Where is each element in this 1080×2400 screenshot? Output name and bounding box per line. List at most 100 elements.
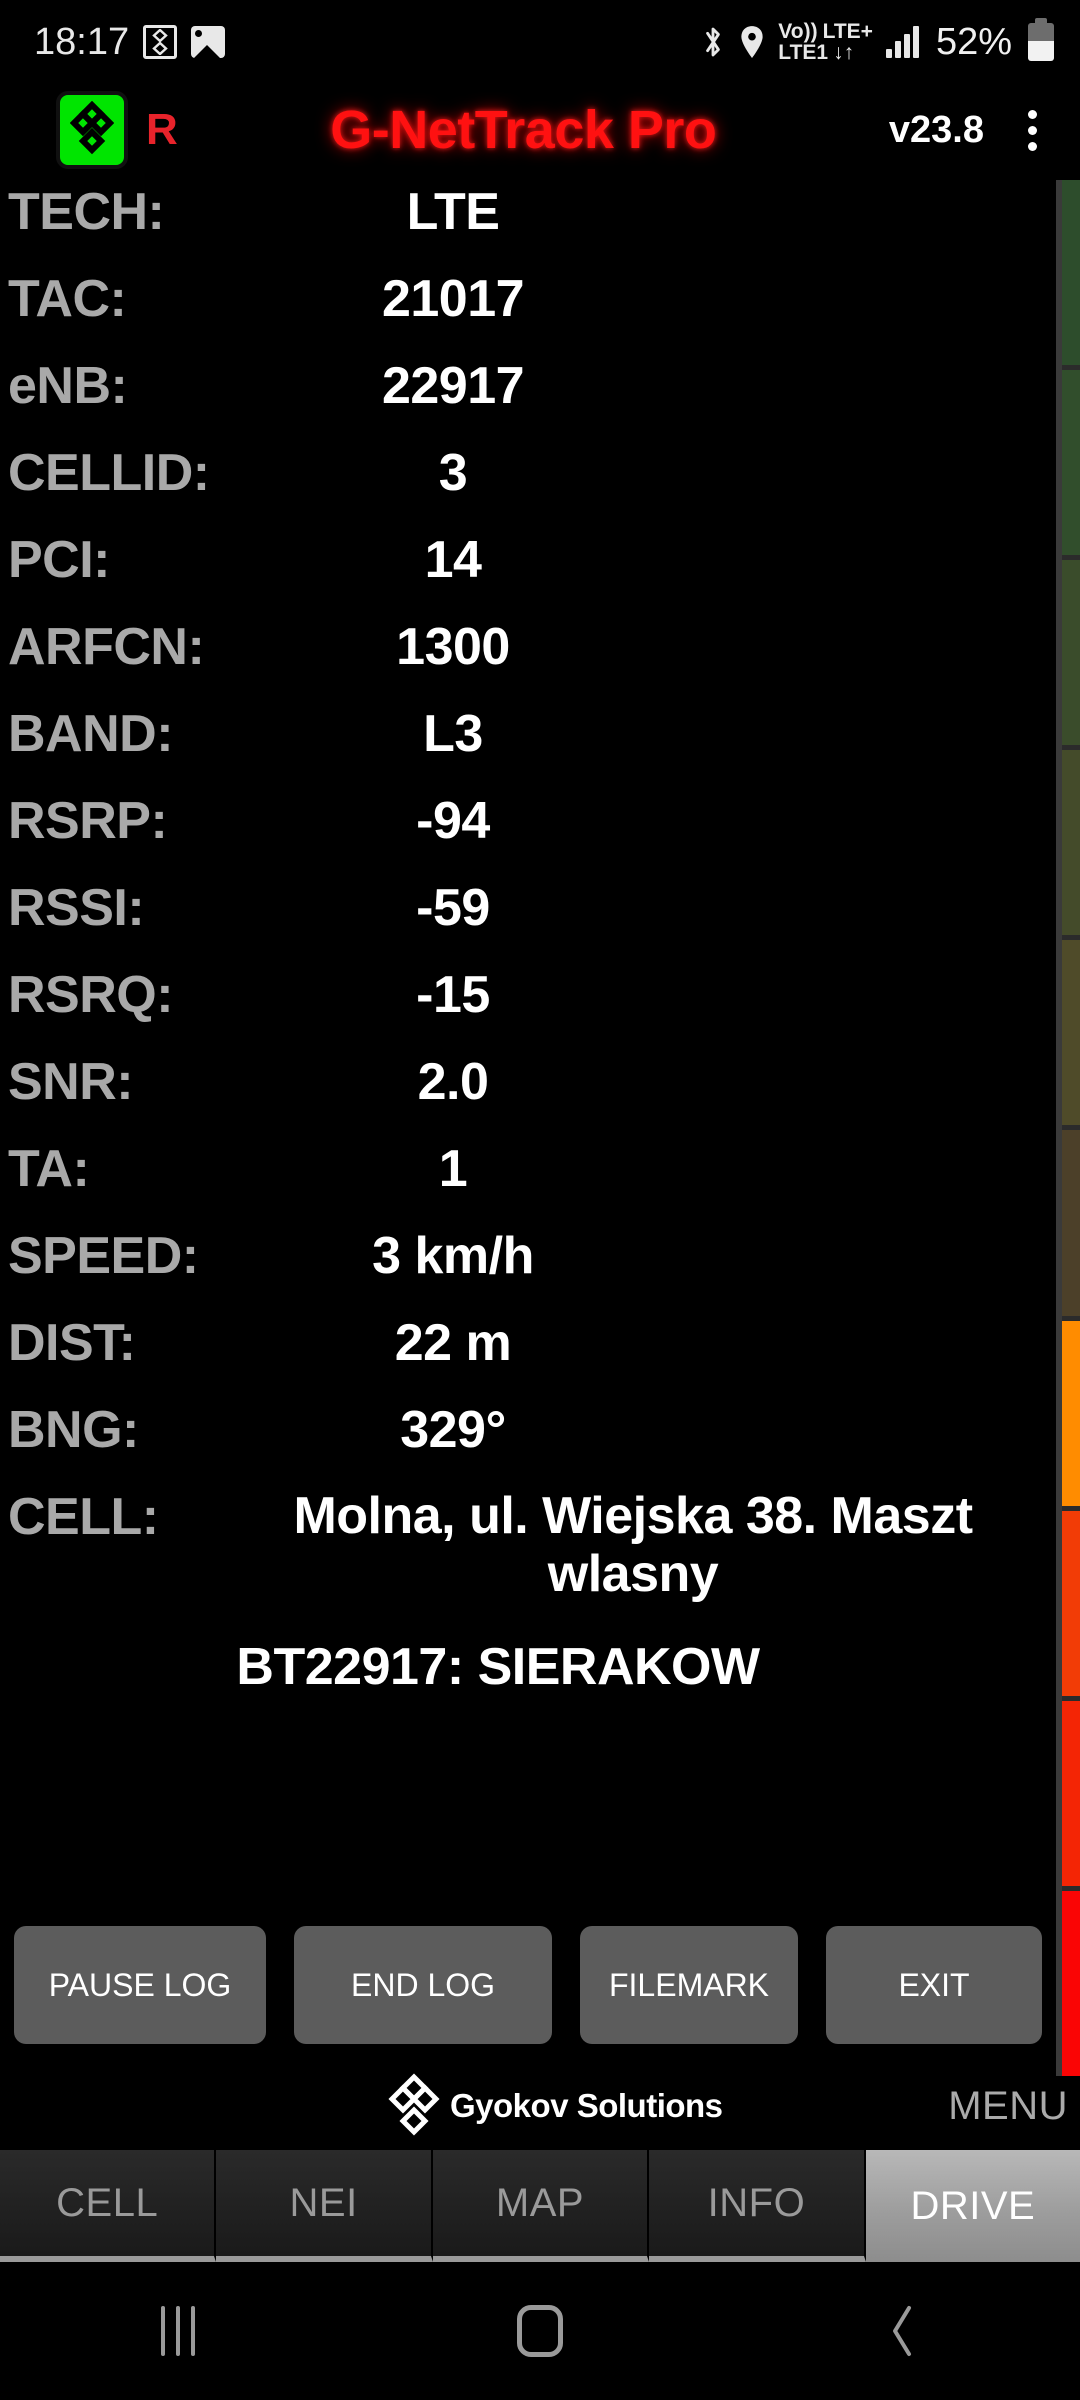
status-clock: 18:17 <box>34 20 130 63</box>
row-value: L3 <box>423 705 483 763</box>
strip-segment <box>1062 1510 1080 1701</box>
back-icon[interactable] <box>885 2305 919 2357</box>
row-value: LTE <box>406 183 500 241</box>
end-log-button[interactable]: END LOG <box>294 1926 552 2044</box>
exit-button[interactable]: EXIT <box>826 1926 1042 2044</box>
gyokov-diamond-logo-icon <box>388 2073 440 2136</box>
table-row: TECH: LTE <box>0 182 1056 269</box>
row-label: SNR: <box>8 1053 134 1111</box>
volte-label: Vo)) <box>778 19 818 43</box>
page-title: G-NetTrack Pro <box>330 100 717 160</box>
row-label: CELL: <box>8 1488 159 1546</box>
tab-map[interactable]: MAP <box>432 2150 650 2262</box>
row-value: 329° <box>400 1401 506 1459</box>
strip-segment <box>1062 1700 1080 1891</box>
footer-brand-row: Gyokov Solutions MENU <box>0 2062 1080 2150</box>
app-version-label: v23.8 <box>888 108 984 151</box>
strip-segment <box>1062 750 1080 941</box>
strip-segment <box>1062 370 1080 561</box>
row-value: 2.0 <box>417 1053 489 1111</box>
table-row: ARFCN: 1300 <box>0 617 1056 704</box>
table-row: BNG: 329° <box>0 1400 1056 1487</box>
strip-segment <box>1062 940 1080 1131</box>
table-row: SPEED: 3 km/h <box>0 1226 1056 1313</box>
sim-label: LTE1 <box>778 41 829 64</box>
gallery-icon <box>191 26 226 58</box>
row-value: 3 <box>438 444 468 502</box>
home-icon[interactable] <box>517 2305 563 2357</box>
brand: Gyokov Solutions <box>388 2072 723 2140</box>
status-bar-left: 18:17 <box>34 20 226 64</box>
table-row: BAND: L3 <box>0 704 1056 791</box>
bottom-tab-bar: CELL NEI MAP INFO DRIVE <box>0 2150 1080 2262</box>
battery-icon <box>1028 18 1054 61</box>
network-type-label: LTE+ <box>822 19 873 43</box>
row-label: SPEED: <box>8 1227 199 1285</box>
table-row: eNB: 22917 <box>0 356 1056 443</box>
battery-percent-label: 52% <box>935 20 1012 63</box>
row-value: 1 <box>438 1140 468 1198</box>
row-value: -59 <box>416 879 490 937</box>
strip-segment <box>1062 1890 1080 2076</box>
table-row: RSRP: -94 <box>0 791 1056 878</box>
row-value: 21017 <box>381 270 525 328</box>
table-row: RSRQ: -15 <box>0 965 1056 1052</box>
app-header: R G-NetTrack Pro v23.8 <box>0 84 1080 176</box>
brand-label: Gyokov Solutions <box>450 2087 723 2124</box>
filemark-button[interactable]: FILEMARK <box>580 1926 798 2044</box>
row-label: DIST: <box>8 1314 136 1372</box>
tab-cell[interactable]: CELL <box>0 2150 217 2262</box>
row-value: 1300 <box>396 618 510 676</box>
row-value: -15 <box>416 966 490 1024</box>
row-label: RSSI: <box>8 879 145 937</box>
volte-network-indicator: Vo)) LTE+ LTE1 ↓↑ <box>778 19 873 64</box>
row-value: 22 m <box>394 1314 512 1372</box>
strip-segment <box>1062 560 1080 751</box>
cell-measurement-list: TECH: LTE TAC: 21017 eNB: 22917 CELLID: … <box>0 182 1056 1697</box>
tab-nei[interactable]: NEI <box>216 2150 433 2262</box>
strip-segment <box>1062 1130 1080 1321</box>
table-row: PCI: 14 <box>0 530 1056 617</box>
row-value: 3 km/h <box>372 1227 534 1285</box>
gyokov-diamond-icon <box>143 25 178 59</box>
pause-log-button[interactable]: PAUSE LOG <box>14 1926 266 2044</box>
action-button-row: PAUSE LOG END LOG FILEMARK EXIT <box>0 1925 1056 2045</box>
overflow-menu-icon[interactable] <box>1010 109 1054 151</box>
base-station-label: BT22917: SIERAKOW <box>236 1638 760 1697</box>
strip-segment <box>1062 1320 1080 1511</box>
table-row: SNR: 2.0 <box>0 1052 1056 1139</box>
table-row: TAC: 21017 <box>0 269 1056 356</box>
table-row: DIST: 22 m <box>0 1313 1056 1400</box>
bluetooth-icon <box>706 27 721 57</box>
tab-drive[interactable]: DRIVE <box>865 2150 1080 2262</box>
row-value: 22917 <box>381 357 525 415</box>
signal-level-history-strip <box>1056 180 1080 2076</box>
data-arrows-icon: ↓↑ <box>833 41 855 64</box>
table-row: RSSI: -59 <box>0 878 1056 965</box>
row-label: BAND: <box>8 705 174 763</box>
row-label: PCI: <box>8 531 111 589</box>
row-label: ARFCN: <box>8 618 205 676</box>
row-value: -94 <box>416 792 490 850</box>
row-label: eNB: <box>8 357 128 415</box>
row-label: CELLID: <box>8 444 210 502</box>
signal-bars-icon <box>885 26 919 58</box>
row-label: RSRP: <box>8 792 168 850</box>
tab-info[interactable]: INFO <box>649 2150 866 2262</box>
android-nav-bar <box>0 2262 1080 2400</box>
table-row: CELLID: 3 <box>0 443 1056 530</box>
row-value: 14 <box>424 531 482 589</box>
row-value: Molna, ul. Wiejska 38. Maszt wlasny <box>293 1487 973 1604</box>
android-status-bar: 18:17 Vo)) <box>0 0 1080 84</box>
recents-icon[interactable] <box>161 2306 195 2356</box>
row-label: TAC: <box>8 270 127 328</box>
row-label: BNG: <box>8 1401 139 1459</box>
status-bar-right: Vo)) LTE+ LTE1 ↓↑ 52% <box>700 18 1054 64</box>
strip-segment <box>1062 180 1080 371</box>
roaming-badge: R <box>146 105 178 154</box>
location-pin-icon <box>741 26 763 58</box>
menu-label[interactable]: MENU <box>948 2083 1068 2128</box>
row-label: TECH: <box>8 183 165 241</box>
row-label: TA: <box>8 1140 90 1198</box>
